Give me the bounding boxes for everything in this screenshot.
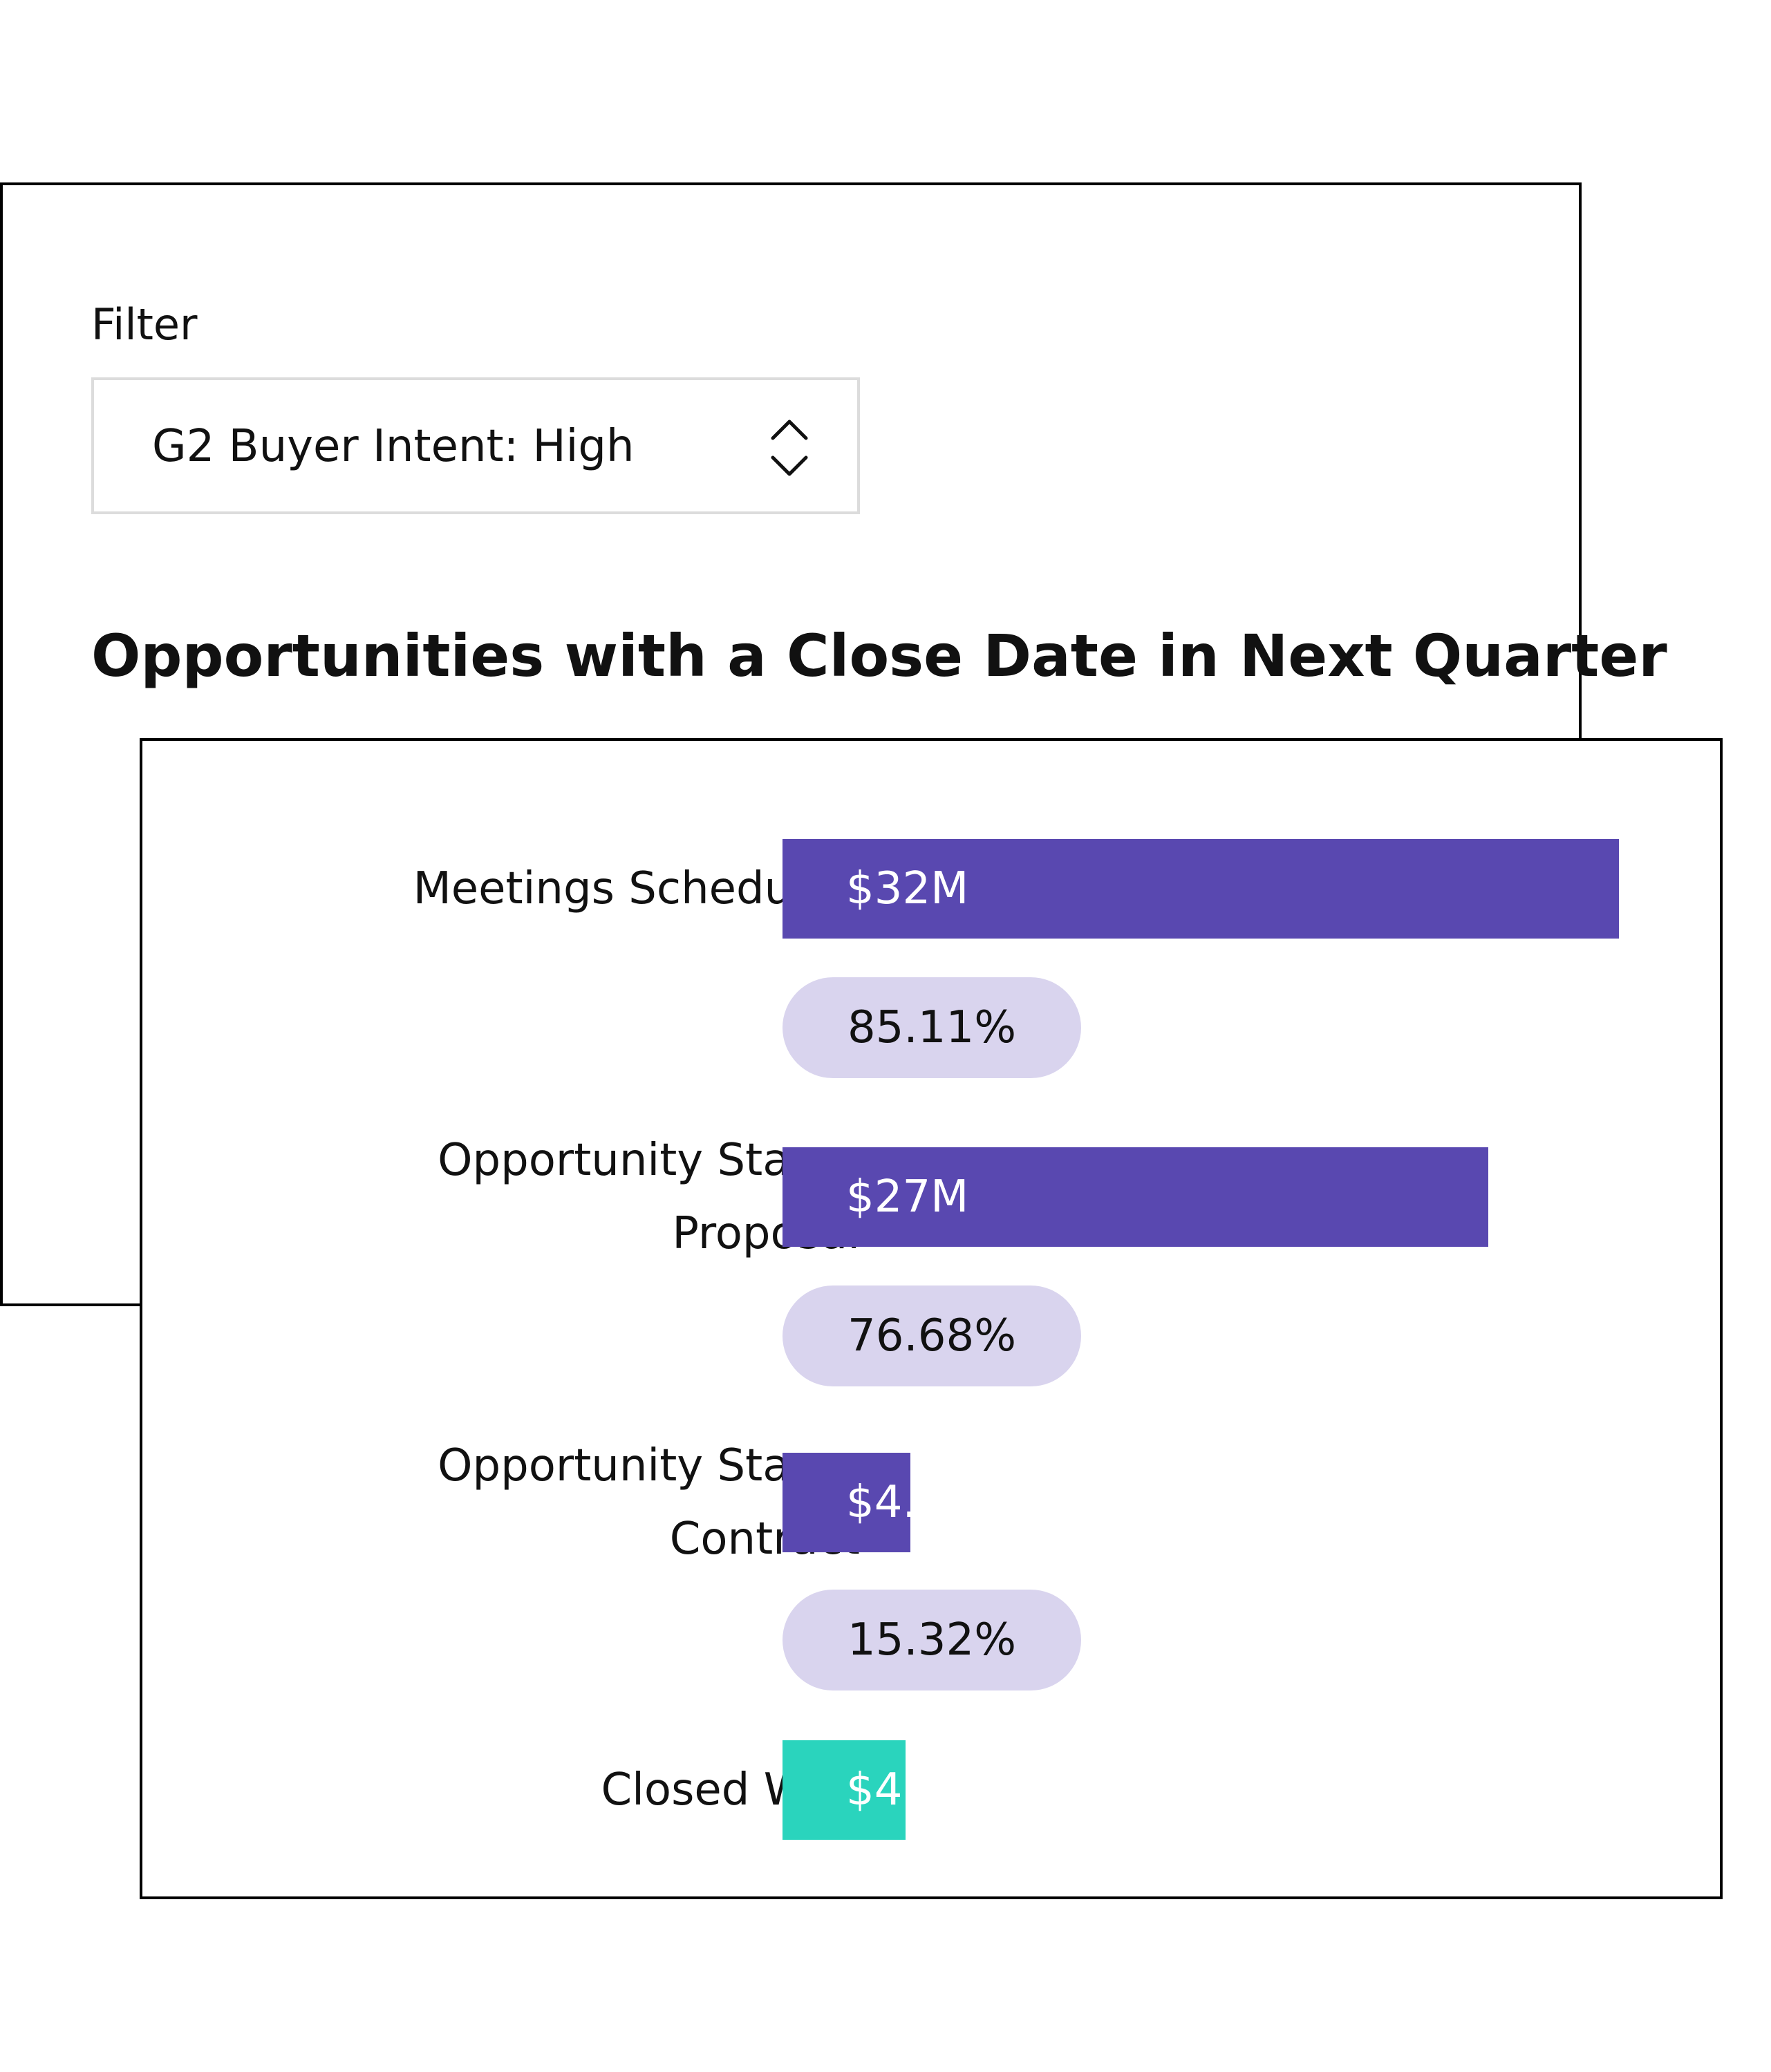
funnel-bar: $27M — [783, 1147, 1488, 1247]
bar-value-label: $4.9M — [846, 1477, 983, 1528]
bar-value-label: $27M — [846, 1171, 969, 1223]
filter-selected-value: G2 Buyer Intent: High — [152, 421, 635, 472]
conversion-rate-pill: 85.11% — [783, 977, 1081, 1078]
conversion-rate-pill: 76.68% — [783, 1285, 1081, 1386]
chart-title: Opportunities with a Close Date in Next … — [91, 622, 1667, 690]
funnel-bar: $4.9M — [783, 1453, 983, 1552]
chevron-up-down-icon — [771, 420, 808, 476]
conversion-rate-pill: 15.32% — [783, 1590, 1081, 1690]
funnel-bar: $4.7M — [783, 1740, 983, 1840]
filter-select[interactable]: G2 Buyer Intent: High — [91, 377, 860, 514]
filter-label: Filter — [91, 299, 198, 350]
bar-value-label: $32M — [846, 863, 969, 914]
funnel-bar: $32M — [783, 839, 1619, 939]
bar-value-label: $4.7M — [846, 1764, 983, 1816]
funnel-chart-panel: Meetings Scheduled $32M 85.11% Opportunity … — [140, 738, 1723, 1899]
